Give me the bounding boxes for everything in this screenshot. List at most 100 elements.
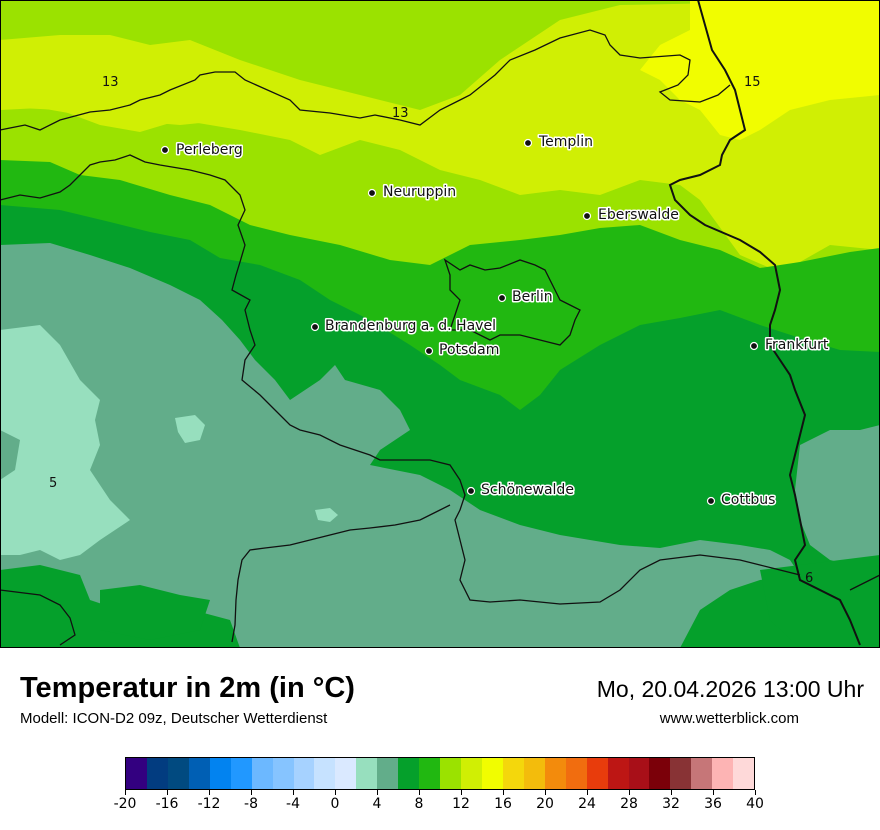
colorbar-tick-label: 0: [330, 796, 340, 812]
city-dot-icon: [160, 145, 170, 155]
colorbar-segment: [188, 758, 210, 789]
city-label: Frankfurt: [765, 337, 829, 353]
colorbar-segment: [167, 758, 189, 789]
website-link[interactable]: www.wetterblick.com: [659, 710, 799, 727]
colorbar-tick-label: -8: [244, 796, 258, 812]
colorbar-segment: [272, 758, 294, 789]
temp-band-12-14-nw: [0, 35, 270, 125]
colorbar-tick-label: 40: [746, 796, 764, 812]
city-brandenburg[interactable]: Brandenburg a. d. Havel: [310, 317, 497, 336]
colorbar-segment: [209, 758, 231, 789]
city-label: Perleberg: [176, 142, 243, 158]
colorbar-segment: [586, 758, 608, 789]
colorbar-tick-label: 20: [536, 796, 554, 812]
city-dot-icon: [466, 486, 476, 496]
colorbar-tick: [670, 790, 672, 795]
colorbar-segment: [398, 758, 420, 789]
contour-label: 5: [49, 476, 57, 491]
city-label: Cottbus: [721, 492, 775, 508]
colorbar-segment: [230, 758, 252, 789]
city-label: Templin: [538, 134, 593, 150]
colorbar-segment: [293, 758, 315, 789]
city-dot-icon: [424, 346, 434, 356]
colorbar-tick: [544, 790, 546, 795]
temp-band-4-6-east: [795, 425, 880, 565]
colorbar-tick-label: 16: [494, 796, 512, 812]
city-perleberg[interactable]: Perleberg: [160, 141, 244, 160]
colorbar-tick: [292, 790, 294, 795]
colorbar-segment: [670, 758, 692, 789]
colorbar-segment: [461, 758, 482, 789]
temp-band-2-4-patch: [175, 415, 205, 443]
city-markers: Perleberg Templin Neuruppin Eberswalde B…: [160, 133, 830, 510]
city-berlin[interactable]: Berlin: [497, 288, 554, 307]
colorbar-ticks: -20 -16 -12 -8 -4 0 4 8 12 16 20 24 28 32 36 40: [114, 790, 764, 820]
colorbar-tick: [250, 790, 252, 795]
city-neuruppin[interactable]: Neuruppin: [367, 183, 458, 202]
city-eberswalde[interactable]: Eberswalde: [582, 206, 680, 225]
contour-label: 6: [805, 571, 813, 586]
city-schoenewalde[interactable]: Schönewalde: [466, 481, 575, 500]
national-border: [668, 0, 861, 646]
city-dot-icon: [582, 211, 592, 221]
colorbar-segment: [356, 758, 378, 789]
city-dot-icon: [749, 341, 759, 351]
temp-band-6-8-se: [760, 555, 880, 648]
contour-labels: 13 13 15 5 6: [49, 75, 813, 586]
colorbar-tick-label: 4: [372, 796, 382, 812]
city-label: Schönewalde: [481, 482, 574, 498]
state-borders: [0, 29, 880, 646]
colorbar-segment: [481, 758, 503, 789]
city-label: Berlin: [512, 289, 553, 305]
colorbar-tick-label: 28: [620, 796, 638, 812]
colorbar-segment: [628, 758, 650, 789]
city-dot-icon: [497, 293, 507, 303]
city-frankfurt[interactable]: Frankfurt: [749, 336, 830, 355]
colorbar-segment: [565, 758, 587, 789]
colorbar-segment: [126, 758, 147, 789]
colorbar-tick: [460, 790, 462, 795]
colorbar-segment: [314, 758, 336, 789]
colorbar-segment: [146, 758, 168, 789]
colorbar-tick: [418, 790, 420, 795]
colorbar-tick-label: 32: [662, 796, 680, 812]
colorbar-segment: [649, 758, 671, 789]
city-dot-icon: [310, 322, 320, 332]
colorbar-tick-label: 24: [578, 796, 596, 812]
colorbar-tick-label: 12: [452, 796, 470, 812]
model-info: Modell: ICON-D2 09z, Deutscher Wetterdie…: [20, 710, 328, 727]
colorbar-tick: [166, 790, 168, 795]
colorbar-tick-label: -20: [113, 796, 137, 812]
city-potsdam[interactable]: Potsdam: [424, 341, 501, 360]
colorbar-segment: [502, 758, 524, 789]
temp-band-2-4-patch2: [315, 508, 338, 522]
city-label: Eberswalde: [598, 207, 679, 223]
colorbar-segment: [377, 758, 399, 789]
contour-label: 13: [392, 106, 409, 121]
colorbar-tick: [754, 790, 756, 795]
temp-band-2-4: [0, 325, 130, 560]
colorbar-tick-label: -4: [286, 796, 300, 812]
colorbar-tick: [712, 790, 714, 795]
colorbar-segment: [523, 758, 545, 789]
city-templin[interactable]: Templin: [523, 133, 594, 152]
city-cottbus[interactable]: Cottbus: [706, 491, 777, 510]
temp-band-14-16: [640, 0, 880, 140]
city-label: Neuruppin: [383, 184, 456, 200]
map-title: Temperatur in 2m (in °C): [20, 672, 355, 704]
colorbar-segment: [691, 758, 713, 789]
colorbar-segment: [419, 758, 441, 789]
colorbar-segment: [607, 758, 629, 789]
colorbar-tick-label: -12: [197, 796, 221, 812]
city-dot-icon: [367, 188, 377, 198]
colorbar-tick: [586, 790, 588, 795]
colorbar-segment: [440, 758, 461, 789]
colorbar-tick: [334, 790, 336, 795]
city-dot-icon: [706, 496, 716, 506]
colorbar-segment: [544, 758, 566, 789]
colorbar-tick: [124, 790, 126, 795]
city-dot-icon: [523, 138, 533, 148]
temperature-map[interactable]: 13 13 15 5 6 Perleberg Templin Neuruppin…: [0, 0, 880, 648]
city-label: Brandenburg a. d. Havel: [325, 318, 496, 334]
colorbar-tick: [628, 790, 630, 795]
